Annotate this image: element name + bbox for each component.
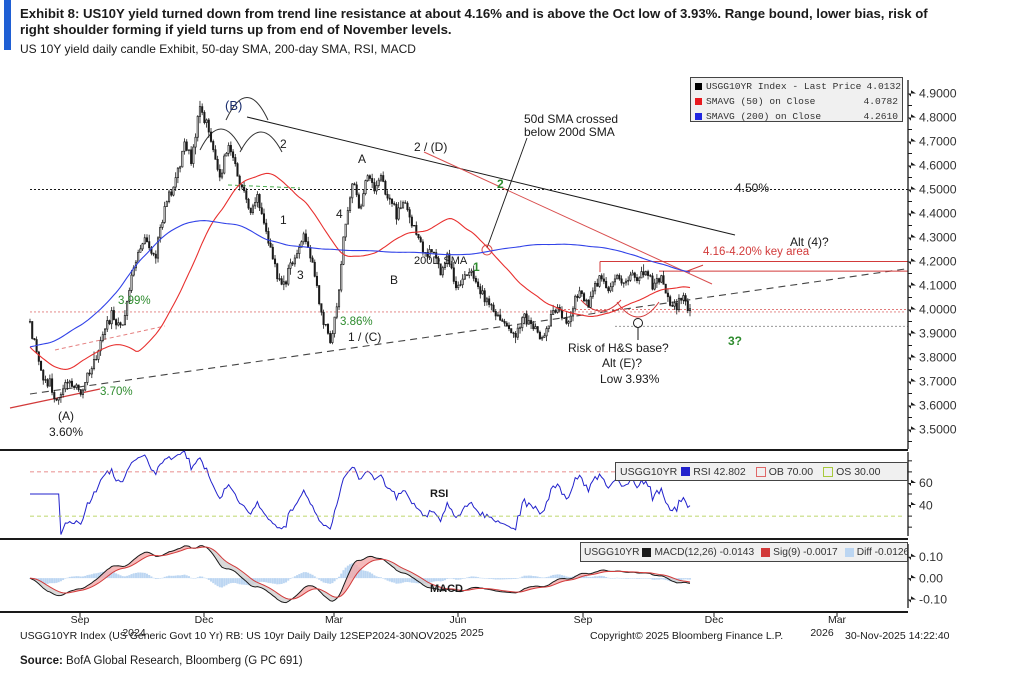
svg-text:2025: 2025	[460, 627, 484, 639]
svg-text:Mar: Mar	[828, 614, 847, 626]
svg-text:Jun: Jun	[450, 614, 467, 626]
svg-text:Mar: Mar	[325, 614, 344, 626]
svg-text:Sep: Sep	[71, 614, 90, 626]
svg-text:Sep: Sep	[574, 614, 593, 626]
svg-text:Dec: Dec	[195, 614, 214, 626]
svg-text:2026: 2026	[810, 627, 834, 639]
svg-text:Dec: Dec	[705, 614, 724, 626]
